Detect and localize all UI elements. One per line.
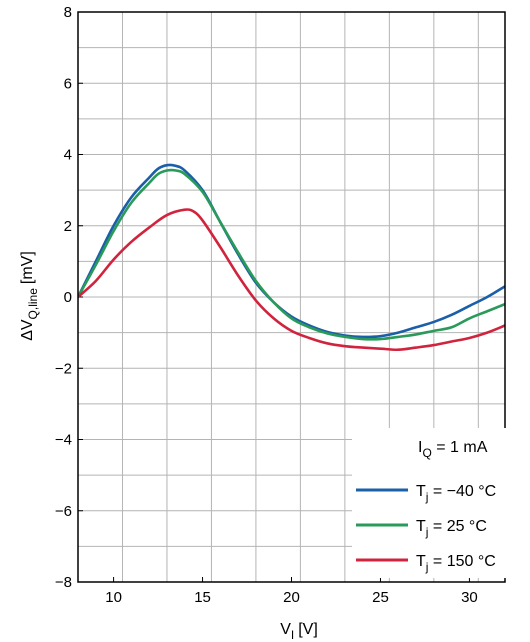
- x-tick-label: 20: [283, 589, 300, 606]
- y-tick-label: −8: [55, 574, 72, 591]
- plot-frame: [77, 11, 506, 583]
- legend-label-1: Tj = 25 °C: [416, 518, 487, 539]
- legend-label-2: Tj = 150 °C: [416, 553, 496, 574]
- y-tick-label: −2: [55, 360, 72, 377]
- legend: IQ = 1 mA Tj = −40 °C Tj = 25 °C Tj = 150 °…: [352, 428, 512, 578]
- y-tick-label: 4: [64, 147, 72, 164]
- series-line-2: [78, 208, 505, 352]
- x-tick-label: 15: [194, 589, 211, 606]
- y-tick-label: 8: [64, 4, 72, 21]
- x-tick-label: 25: [372, 589, 389, 606]
- series: [78, 163, 505, 352]
- y-tick-label: −6: [55, 503, 72, 520]
- x-axis-label-main: V: [280, 621, 291, 638]
- x-tick-label: 10: [105, 589, 122, 606]
- x-tick-label: 30: [461, 589, 478, 606]
- series-line-1: [78, 168, 505, 341]
- y-axis-label-unit: [mV]: [19, 251, 36, 284]
- y-tick-label: 0: [64, 289, 72, 306]
- y-tick-label: 2: [64, 218, 72, 235]
- y-tick-label: −4: [55, 432, 72, 449]
- legend-header: IQ = 1 mA: [418, 439, 488, 460]
- x-axis-label-sub: I: [291, 628, 294, 642]
- y-tick-label: 6: [64, 75, 72, 92]
- y-axis-label-main: ΔV: [19, 319, 36, 341]
- x-axis-label-unit: [V]: [298, 621, 318, 638]
- y-axis-label: ΔVQ,line [mV]: [19, 251, 40, 341]
- y-axis-label-sub: Q,line: [26, 288, 40, 320]
- x-axis-label: VI [V]: [280, 621, 318, 642]
- legend-background: [352, 428, 512, 578]
- legend-label-0: Tj = −40 °C: [416, 483, 496, 504]
- grid: [78, 12, 505, 582]
